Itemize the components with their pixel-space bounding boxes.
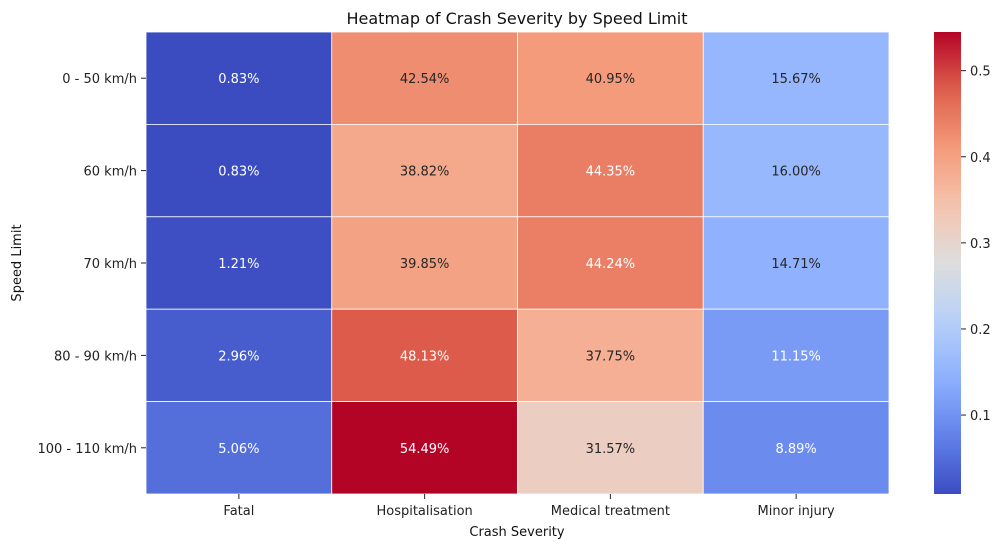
cell-value-label: 2.96%: [218, 349, 259, 364]
cell-value-label: 11.15%: [771, 349, 821, 364]
y-tick-label: 60 km/h: [84, 165, 138, 180]
y-tick-label: 0 - 50 km/h: [62, 72, 137, 87]
cell-value-label: 37.75%: [586, 349, 636, 364]
cell-value-label: 14.71%: [771, 257, 821, 272]
heatmap-cell: [331, 31, 518, 125]
chart-title: Heatmap of Crash Severity by Speed Limit: [347, 9, 688, 28]
heatmap-cell: [702, 124, 890, 218]
heatmap-cell: [331, 308, 518, 403]
y-axis-label: Speed Limit: [10, 224, 25, 301]
x-tick-label: Minor injury: [758, 504, 836, 519]
colorbar-tick-label: 0.5: [970, 65, 991, 80]
x-axis-label: Crash Severity: [469, 525, 565, 540]
heatmap-cell: [517, 31, 704, 125]
y-tick-label: 100 - 110 km/h: [37, 442, 137, 457]
cell-value-label: 0.83%: [218, 72, 259, 87]
y-tick-label: 80 - 90 km/h: [54, 349, 137, 364]
heatmap-cell-labels: 0.83% 42.54% 40.95% 15.67% 0.83% 38.82% 44.35%…: [218, 72, 821, 457]
cell-value-label: 5.06%: [218, 442, 259, 457]
cell-value-label: 0.83%: [218, 165, 259, 180]
cell-value-label: 48.13%: [400, 349, 450, 364]
heatmap-cell: [517, 401, 704, 495]
cell-value-label: 8.89%: [775, 442, 816, 457]
heatmap-cells: [145, 31, 890, 495]
heatmap-cell: [331, 216, 518, 310]
colorbar: 0.1 0.2 0.3 0.4 0.5: [934, 32, 991, 494]
cell-value-label: 42.54%: [400, 72, 450, 87]
x-tick-label: Medical treatment: [551, 504, 670, 519]
cell-value-label: 39.85%: [400, 257, 450, 272]
heatmap-cell: [517, 308, 704, 403]
heatmap-cell: [331, 401, 518, 495]
heatmap-cell: [145, 401, 333, 495]
cell-value-label: 15.67%: [771, 72, 821, 87]
heatmap-cell: [145, 308, 333, 403]
cell-value-label: 44.24%: [586, 257, 636, 272]
colorbar-tick-label: 0.2: [970, 323, 991, 338]
heatmap-cell: [331, 124, 518, 218]
cell-value-label: 38.82%: [400, 165, 450, 180]
heatmap-cell: [702, 401, 890, 495]
x-tick-label: Fatal: [223, 504, 254, 519]
cell-value-label: 44.35%: [586, 165, 636, 180]
cell-value-label: 54.49%: [400, 442, 450, 457]
colorbar-tick-label: 0.4: [970, 151, 991, 166]
cell-value-label: 16.00%: [771, 165, 821, 180]
cell-value-label: 40.95%: [586, 72, 636, 87]
colorbar-tick-label: 0.1: [970, 409, 991, 424]
heatmap-cell: [145, 31, 333, 125]
heatmap-cell: [702, 308, 890, 403]
x-tick-label: Hospitalisation: [376, 504, 472, 519]
heatmap-cell: [702, 216, 890, 310]
x-axis-ticks: Fatal Hospitalisation Medical treatment Min…: [223, 494, 835, 519]
y-axis-ticks: 0 - 50 km/h 60 km/h 70 km/h 80 - 90 km/h 100…: [37, 72, 146, 457]
colorbar-tick-label: 0.3: [970, 237, 991, 252]
y-tick-label: 70 km/h: [84, 257, 138, 272]
cell-value-label: 31.57%: [586, 442, 636, 457]
heatmap-cell: [702, 31, 890, 125]
heatmap-cell: [145, 124, 333, 218]
cell-value-label: 1.21%: [218, 257, 259, 272]
colorbar-gradient: [934, 32, 961, 494]
heatmap-cell: [517, 124, 704, 218]
